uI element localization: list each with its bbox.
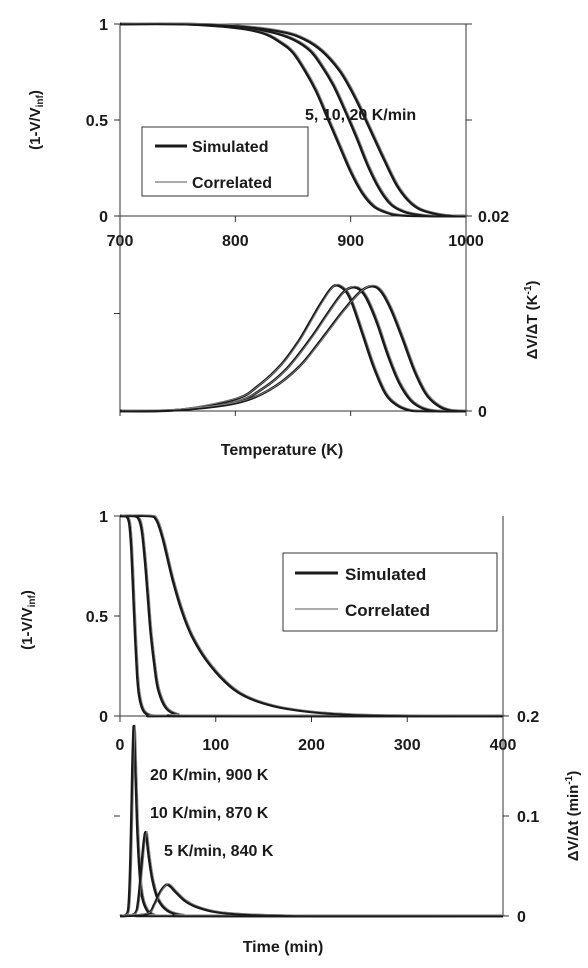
top-conversion-ylabel: (1-V/Vinf)	[27, 90, 46, 150]
lower-right-tick-label: 0.1	[517, 809, 539, 826]
mid-correlated-curve-5-k-min	[121, 283, 468, 411]
bottom-correlated-curve-5-k-min	[121, 514, 505, 716]
bottom-rate-ylabel: ΔV/Δt (min-1)	[564, 771, 582, 861]
bottom-simulated-curve-20-k-min	[119, 514, 503, 718]
top-y-tick-label: 1	[99, 17, 108, 34]
mid-correlated-curve-20-k-min	[121, 284, 468, 411]
bottom-y-tick-label: 0.5	[86, 609, 108, 626]
lower-right-tick-label: 0.2	[517, 709, 539, 726]
top-y-tick-label: 0	[99, 209, 108, 226]
rate-20-annotation: 20 K/min, 900 K	[150, 767, 269, 784]
top-y-tick-label: 0.5	[86, 113, 108, 130]
time-rate-chart: 0 0.1 0.2	[114, 709, 539, 926]
bottom-x-tick-label: 200	[298, 737, 325, 754]
bottom-conversion-ylabel: (1-V/Vinf)	[19, 590, 38, 650]
bottom-legend-box	[282, 552, 498, 632]
lower-simulated-curve-5-k-min	[119, 883, 503, 918]
top-legend-box	[141, 126, 309, 197]
bottom-x-tick-label: 0	[116, 737, 125, 754]
bottom-y-tick-label: 0	[99, 709, 108, 726]
top-x-tick-label: 800	[222, 233, 249, 250]
top-legend: Simulated Correlated	[141, 126, 309, 197]
bottom-correlated-curve-20-k-min	[121, 514, 505, 716]
rate-10-annotation: 10 K/min, 870 K	[150, 805, 269, 822]
top-simulated-curve-5-k-min	[119, 22, 467, 218]
bottom-legend: Simulated Correlated	[282, 552, 498, 632]
top-correlated-curve-20-k-min	[121, 22, 468, 216]
lower-correlated-curve-10-k-min	[121, 830, 505, 916]
bottom-y-tick-label: 1	[99, 509, 108, 526]
time-axis-title: Time (min)	[243, 939, 324, 956]
bottom-x-tick-label: 300	[394, 737, 421, 754]
top-legend-simulated-label: Simulated	[192, 139, 268, 156]
top-simulated-curve-20-k-min	[119, 22, 467, 218]
lower-right-tick-label: 0	[517, 909, 526, 926]
bottom-x-tick-label: 100	[202, 737, 229, 754]
time-conversion-chart: 00.510 100 200 300 400	[86, 509, 517, 754]
heating-rates-annotation: 5, 10, 20 K/min	[305, 107, 416, 124]
lower-simulated-curve-10-k-min	[119, 831, 504, 918]
mid-correlated-curve-10-k-min	[121, 285, 468, 411]
rate-5-annotation: 5 K/min, 840 K	[164, 843, 274, 860]
bottom-correlated-curve-10-k-min	[121, 514, 505, 716]
bottom-legend-simulated-label: Simulated	[345, 565, 426, 584]
top-x-tick-label: 900	[337, 233, 364, 250]
bottom-simulated-curve-5-k-min	[119, 514, 504, 718]
top-rate-ylabel: ΔV/ΔT (K-1)	[523, 281, 541, 360]
lower-correlated-curve-5-k-min	[121, 883, 505, 916]
temperature-axis-title: Temperature (K)	[221, 442, 343, 459]
bottom-simulated-curve-10-k-min	[119, 514, 504, 718]
top-legend-correlated-label: Correlated	[192, 175, 272, 192]
temperature-rate-chart: 00.02	[114, 209, 509, 421]
bottom-legend-correlated-label: Correlated	[345, 601, 430, 620]
mid-right-tick-label: 0	[478, 404, 487, 421]
mid-right-tick-label: 0.02	[478, 209, 509, 226]
